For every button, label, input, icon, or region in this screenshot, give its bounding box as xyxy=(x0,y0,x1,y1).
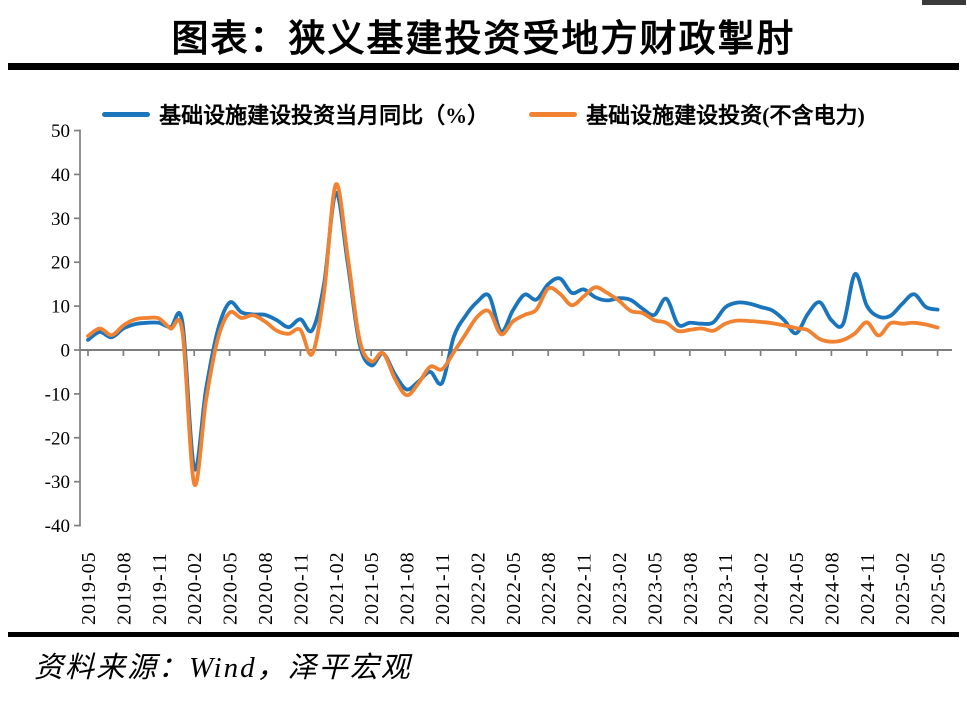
source-note: 资料来源：Wind，泽平宏观 xyxy=(34,652,412,684)
series2-line-swatch xyxy=(529,111,578,117)
y-axis-tick-label: 40 xyxy=(51,165,70,186)
y-axis-tick-label: -30 xyxy=(45,472,70,493)
x-axis-tick-label: 2024-05 xyxy=(786,551,808,625)
x-axis-tick-label: 2019-08 xyxy=(113,551,135,625)
x-axis-tick-label: 2020-05 xyxy=(220,551,242,625)
series-line-2 xyxy=(86,182,940,487)
x-axis-tick-label: 2020-11 xyxy=(290,552,312,625)
x-axis-tick-label: 2020-02 xyxy=(184,551,206,625)
series-line-1 xyxy=(86,190,940,472)
y-axis-tick-label: 10 xyxy=(51,297,70,318)
x-axis-tick-label: 2023-11 xyxy=(715,552,737,625)
x-axis-tick-label: 2023-02 xyxy=(609,551,631,625)
x-axis-tick-label: 2021-08 xyxy=(397,551,419,625)
legend-item-series2: 基础设施建设投资(不含电力) xyxy=(529,98,865,130)
series1-label: 基础设施建设投资当月同比（%） xyxy=(159,103,490,128)
x-axis-tick-label: 2019-05 xyxy=(78,551,100,625)
x-axis-tick-label: 2023-05 xyxy=(644,551,666,625)
x-axis-tick-label: 2022-11 xyxy=(574,552,596,625)
x-axis-tick-label: 2023-08 xyxy=(680,551,702,625)
x-axis-tick-label: 2021-05 xyxy=(361,551,383,625)
title-divider-rule xyxy=(8,63,959,70)
y-axis-tick-label: 50 xyxy=(51,121,70,142)
x-axis-tick-label: 2025-05 xyxy=(928,551,950,625)
x-axis-tick-label: 2022-05 xyxy=(503,551,525,625)
y-axis-tick-label: -20 xyxy=(45,428,70,449)
x-axis-tick-label: 2019-11 xyxy=(149,552,171,625)
x-axis-tick-label: 2024-11 xyxy=(857,552,879,625)
y-axis-tick-label: -40 xyxy=(45,516,70,537)
x-axis-tick-label: 2022-02 xyxy=(467,551,489,625)
x-axis-tick-label: 2022-08 xyxy=(538,551,560,625)
x-axis-tick-label: 2024-08 xyxy=(821,551,843,625)
line-chart: 50 40 30 20 10 0 -10 -20 -30 -40 2019-05 2019-08 201… xyxy=(45,121,952,625)
y-axis-tick-label: 0 xyxy=(61,341,71,362)
page-title: 图表：狭义基建投资受地方财政掣肘 xyxy=(171,19,796,60)
footer-divider-rule xyxy=(8,632,959,637)
x-axis-tick-label: 2021-11 xyxy=(432,552,454,625)
top-right-corner-bar xyxy=(922,0,966,5)
x-axis-tick-label: 2021-02 xyxy=(326,551,348,625)
x-axis-tick-label: 2020-08 xyxy=(255,551,277,625)
y-axis-tick-label: -10 xyxy=(45,384,70,405)
chart-legend: 基础设施建设投资当月同比（%） 基础设施建设投资(不含电力) xyxy=(0,98,967,130)
x-axis-tick-label: 2024-02 xyxy=(751,551,773,625)
x-axis-tick-label: 2025-02 xyxy=(892,551,914,625)
series2-label: 基础设施建设投资(不含电力) xyxy=(586,103,865,128)
y-axis-tick-label: 20 xyxy=(51,253,70,274)
series1-line-swatch xyxy=(102,111,151,117)
y-axis-tick-label: 30 xyxy=(51,209,70,230)
legend-item-series1: 基础设施建设投资当月同比（%） xyxy=(102,98,489,130)
